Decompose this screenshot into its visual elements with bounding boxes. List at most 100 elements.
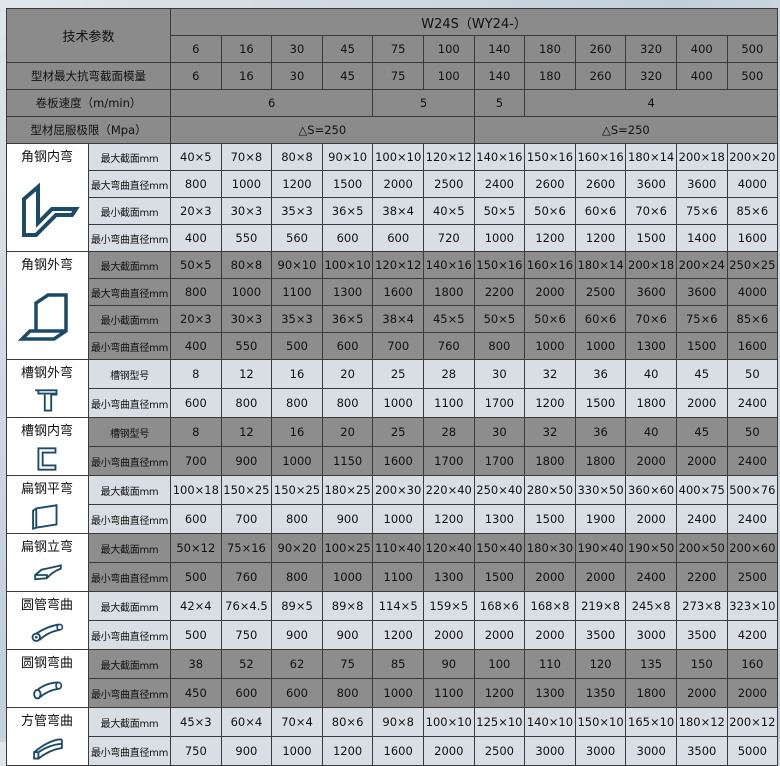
row-label: 最大截面mm xyxy=(87,591,172,621)
cell-value: 2400 xyxy=(726,504,779,534)
cell-value: 1200 xyxy=(321,736,374,766)
modulus-value: 75 xyxy=(372,62,424,90)
model-number: 320 xyxy=(625,35,677,63)
cell-value: 360×60 xyxy=(625,475,677,505)
cell-value: 1000 xyxy=(524,332,576,360)
cell-value: 114×5 xyxy=(372,591,424,621)
cell-value: 75 xyxy=(321,649,374,679)
cell-value: 28 xyxy=(422,417,475,447)
header-row-yield: 型材屈服极限（Mpa） △S=250 △S=250 xyxy=(5,116,779,144)
cell-value: 2000 xyxy=(675,388,728,418)
cell-value: 2000 xyxy=(726,678,779,708)
cell-value: 3600 xyxy=(675,278,728,306)
cell-value: 180×25 xyxy=(321,475,374,505)
group-name: 圆管弯曲 xyxy=(21,598,74,613)
cell-value: 8 xyxy=(170,359,222,389)
row-label: 最小弯曲直径mm xyxy=(87,332,172,360)
cell-value: 2500 xyxy=(726,562,779,592)
cell-value: 1350 xyxy=(574,678,627,708)
cell-value: 900 xyxy=(321,620,374,650)
table-row: 最小弯曲直径mm 450 600 600 800 1000 1100 1200 1300 1350… xyxy=(7,678,779,708)
cell-value: 2600 xyxy=(574,170,627,198)
cell-value: 2500 xyxy=(574,278,627,306)
cell-value: 60×4 xyxy=(220,707,273,737)
cell-value: 1200 xyxy=(422,504,475,534)
cell-value: 80×8 xyxy=(220,251,273,279)
cell-value: 36×5 xyxy=(321,197,374,225)
table-row: 槽钢内弯 槽钢型号 8 12 16 20 25 28 30 32 36 40 45 50 xyxy=(6,417,779,476)
cell-value: 1800 xyxy=(625,678,677,708)
cell-value: 700 xyxy=(372,332,424,360)
cell-value: 20×3 xyxy=(170,197,222,225)
cell-value: 2000 xyxy=(675,446,728,476)
cell-value: 3500 xyxy=(675,620,728,650)
row-label: 最大截面mm xyxy=(87,533,172,563)
cell-value: 100 xyxy=(473,649,526,679)
cell-value: 38 xyxy=(170,649,222,679)
cell-value: 600 xyxy=(321,332,374,360)
model-number: 140 xyxy=(473,35,526,63)
cell-value: 200×12 xyxy=(726,707,779,737)
cell-value: 30 xyxy=(473,417,526,447)
cell-value: 1200 xyxy=(524,224,576,252)
row-label: 最小弯曲直径mm xyxy=(87,736,172,766)
cell-value: 50×6 xyxy=(524,197,576,225)
cell-value: 8 xyxy=(170,417,222,447)
cell-value: 200×20 xyxy=(726,143,779,171)
cell-value: 700 xyxy=(220,504,273,534)
cell-value: 1900 xyxy=(574,504,627,534)
group-name: 角钢外弯 xyxy=(21,258,74,273)
modulus-value: 320 xyxy=(625,62,677,90)
cell-value: 168×6 xyxy=(473,591,526,621)
table-row: 方管弯曲 最大截面mm 45×3 60×4 70×4 80×6 90×8 100×10 125×… xyxy=(6,707,779,766)
cell-value: 200×60 xyxy=(726,533,779,563)
group-name-cell: 槽钢外弯 xyxy=(6,359,89,418)
cell-value: 500 xyxy=(170,620,222,650)
flat-bar-flat-bend-icon xyxy=(31,504,57,531)
cell-value: 150×40 xyxy=(473,533,526,563)
cell-value: 120 xyxy=(574,649,627,679)
cell-value: 1000 xyxy=(271,446,323,476)
cell-value: 36×5 xyxy=(321,305,374,333)
cell-value: 36 xyxy=(574,417,627,447)
yield-value: △S=250 xyxy=(170,116,475,144)
cell-value: 2400 xyxy=(473,170,526,198)
cell-value: 1500 xyxy=(321,170,374,198)
cell-value: 45 xyxy=(675,417,728,447)
row-label: 最大弯曲直径mm xyxy=(87,170,172,198)
cell-value: 12 xyxy=(220,417,273,447)
group-name: 槽钢内弯 xyxy=(21,424,74,439)
cell-value: 90×8 xyxy=(372,707,424,737)
cell-value: 1600 xyxy=(372,736,424,766)
cell-value: 1300 xyxy=(625,332,677,360)
cell-value: 220×40 xyxy=(422,475,475,505)
cell-value: 150 xyxy=(675,649,728,679)
cell-value: 180×14 xyxy=(574,251,627,279)
row-label: 最小弯曲直径mm xyxy=(87,388,172,418)
cell-value: 190×50 xyxy=(625,533,677,563)
cell-value: 1500 xyxy=(574,388,627,418)
cell-value: 50×5 xyxy=(473,305,526,333)
row-label: 最大弯曲直径mm xyxy=(87,278,172,306)
cell-value: 245×8 xyxy=(625,591,677,621)
model-number: 500 xyxy=(726,35,779,63)
cell-value: 1500 xyxy=(473,562,526,592)
row-label: 最大截面mm xyxy=(87,649,172,679)
cell-value: 60×6 xyxy=(574,197,627,225)
table-row: 最小弯曲直径mm 500 760 800 1000 1100 1300 1500 2000 200… xyxy=(7,562,779,592)
group-name-cell: 扁钢平弯 xyxy=(6,475,89,534)
channel-outer-bend-icon xyxy=(34,389,57,412)
cell-value: 75×6 xyxy=(675,197,728,225)
cell-value: 70×6 xyxy=(625,197,677,225)
cell-value: 800 xyxy=(170,170,222,198)
cell-value: 2400 xyxy=(625,562,677,592)
row-label: 最大截面mm xyxy=(87,707,172,737)
cell-value: 12 xyxy=(220,359,273,389)
cell-value: 600 xyxy=(220,678,273,708)
cell-value: 800 xyxy=(321,678,374,708)
cell-value: 120×12 xyxy=(372,251,424,279)
modulus-value: 45 xyxy=(321,62,374,90)
cell-value: 140×16 xyxy=(473,143,526,171)
cell-value: 273×8 xyxy=(675,591,728,621)
cell-value: 400×75 xyxy=(675,475,728,505)
